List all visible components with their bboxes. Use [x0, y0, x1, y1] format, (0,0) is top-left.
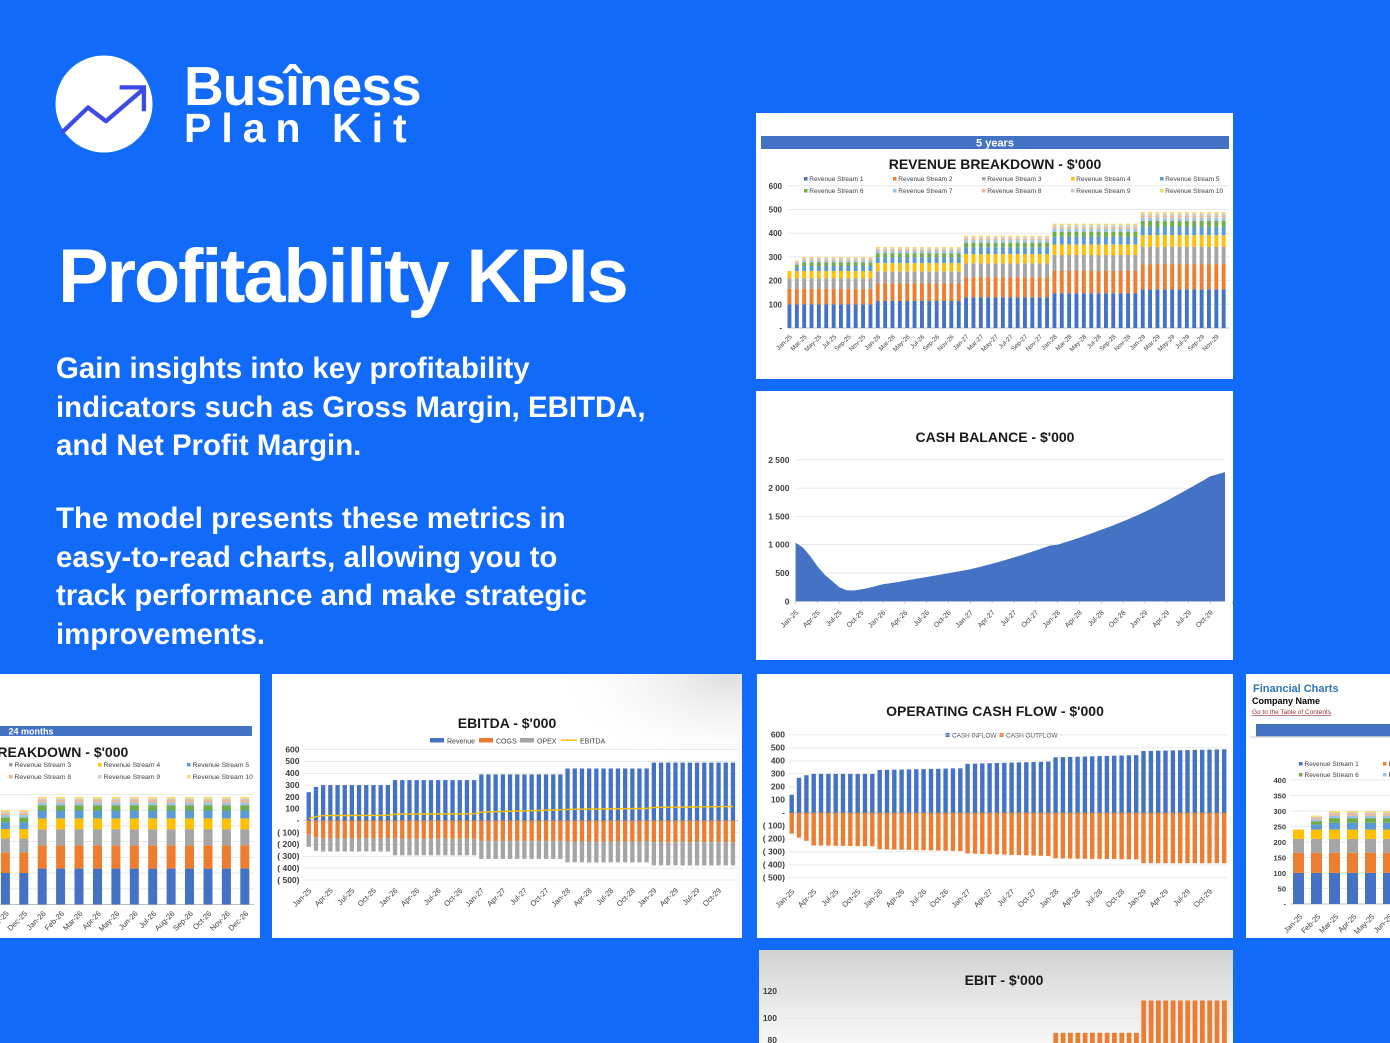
svg-text:50: 50	[1278, 884, 1286, 893]
svg-text:600: 600	[771, 730, 785, 740]
svg-text:100: 100	[285, 804, 299, 814]
svg-text:250: 250	[1273, 822, 1286, 831]
svg-text:( 100): ( 100)	[277, 827, 299, 837]
svg-text:Revenue Stream 1: Revenue Stream 1	[1305, 761, 1360, 768]
svg-text:Revenue Stream 4: Revenue Stream 4	[104, 762, 161, 769]
svg-text:300: 300	[285, 780, 299, 790]
svg-text:REVENUE BREAKDOWN - $'000: REVENUE BREAKDOWN - $'000	[0, 744, 129, 760]
svg-text:600: 600	[285, 744, 299, 754]
svg-text:R: R	[1389, 772, 1390, 779]
svg-text:R: R	[1389, 761, 1390, 768]
svg-text:Revenue Stream 9: Revenue Stream 9	[104, 774, 161, 781]
svg-text:EBITDA - $'000: EBITDA - $'000	[458, 715, 557, 731]
svg-text:300: 300	[1273, 807, 1286, 816]
svg-text:100: 100	[763, 1013, 777, 1023]
svg-text:Revenue Stream 4: Revenue Stream 4	[1076, 176, 1131, 183]
svg-text:Revenue Stream 2: Revenue Stream 2	[898, 176, 953, 183]
svg-text:CASH INFLOW: CASH INFLOW	[952, 733, 997, 740]
svg-text:600: 600	[769, 182, 783, 191]
svg-text:Revenue Stream 7: Revenue Stream 7	[898, 188, 953, 195]
svg-text:Revenue Stream 6: Revenue Stream 6	[1305, 772, 1360, 779]
svg-text:200: 200	[769, 277, 783, 286]
svg-text:300: 300	[769, 253, 783, 262]
svg-text:200: 200	[285, 792, 299, 802]
svg-text:-: -	[779, 324, 782, 333]
svg-text:200: 200	[1273, 838, 1286, 847]
svg-text:Go to the Table of Contents: Go to the Table of Contents	[1252, 709, 1332, 716]
svg-text:150: 150	[1273, 853, 1286, 862]
svg-text:0: 0	[785, 596, 790, 606]
svg-text:( 500): ( 500)	[277, 875, 299, 885]
svg-text:EBITDA: EBITDA	[580, 739, 606, 746]
svg-text:CASH OUTFLOW: CASH OUTFLOW	[1006, 733, 1058, 740]
svg-text:500: 500	[771, 743, 785, 753]
svg-text:2 000: 2 000	[768, 483, 790, 493]
svg-text:300: 300	[771, 769, 785, 779]
svg-text:Revenue Stream 8: Revenue Stream 8	[15, 774, 72, 781]
svg-text:200: 200	[771, 782, 785, 792]
svg-text:REVENUE BREAKDOWN - $'000: REVENUE BREAKDOWN - $'000	[889, 156, 1102, 172]
svg-text:500: 500	[775, 568, 789, 578]
svg-text:Revenue Stream 3: Revenue Stream 3	[987, 176, 1042, 183]
svg-text:400: 400	[771, 756, 785, 766]
svg-text:Revenue Stream 10: Revenue Stream 10	[193, 774, 254, 781]
svg-text:Revenue Stream 1: Revenue Stream 1	[809, 176, 864, 183]
svg-text:-: -	[297, 815, 300, 825]
svg-text:Company Name: Company Name	[1252, 696, 1320, 706]
svg-text:( 300): ( 300)	[763, 847, 785, 857]
svg-text:400: 400	[1273, 776, 1286, 785]
svg-text:120: 120	[763, 986, 777, 996]
svg-text:( 400): ( 400)	[277, 863, 299, 873]
svg-text:EBIT - $'000: EBIT - $'000	[965, 972, 1044, 988]
svg-text:Revenue Stream 3: Revenue Stream 3	[15, 762, 72, 769]
svg-text:COGS: COGS	[496, 739, 517, 746]
svg-text:( 400): ( 400)	[763, 860, 785, 870]
svg-text:Revenue Stream 10: Revenue Stream 10	[1165, 188, 1223, 195]
svg-text:OPEX: OPEX	[537, 739, 557, 746]
svg-text:400: 400	[285, 768, 299, 778]
svg-text:( 200): ( 200)	[763, 834, 785, 844]
svg-text:( 200): ( 200)	[277, 839, 299, 849]
svg-text:( 300): ( 300)	[277, 851, 299, 861]
svg-text:350: 350	[1273, 791, 1286, 800]
svg-text:-: -	[1284, 900, 1287, 909]
svg-text:500: 500	[285, 756, 299, 766]
svg-text:500: 500	[769, 206, 783, 215]
svg-text:Financial Charts: Financial Charts	[1253, 683, 1339, 695]
svg-text:Revenue Stream 6: Revenue Stream 6	[809, 188, 864, 195]
svg-text:2 500: 2 500	[768, 455, 790, 465]
svg-text:Revenue Stream 5: Revenue Stream 5	[1165, 176, 1220, 183]
svg-text:Revenue Stream 8: Revenue Stream 8	[987, 188, 1042, 195]
svg-text:Revenue Stream 5: Revenue Stream 5	[193, 762, 250, 769]
svg-text:Revenue Stream 9: Revenue Stream 9	[1076, 188, 1131, 195]
svg-text:100: 100	[769, 300, 783, 309]
svg-text:100: 100	[1273, 869, 1286, 878]
svg-text:( 500): ( 500)	[763, 873, 785, 883]
svg-text:5 years: 5 years	[976, 138, 1014, 150]
svg-text:Revenue: Revenue	[447, 739, 475, 746]
svg-text:100: 100	[771, 795, 785, 805]
svg-text:-: -	[782, 807, 785, 817]
svg-text:1 000: 1 000	[768, 540, 790, 550]
svg-text:80: 80	[768, 1035, 778, 1043]
svg-text:( 100): ( 100)	[763, 821, 785, 831]
svg-text:OPERATING CASH FLOW - $'000: OPERATING CASH FLOW - $'000	[886, 703, 1104, 719]
svg-text:400: 400	[769, 229, 783, 238]
svg-text:1 500: 1 500	[768, 511, 790, 521]
svg-text:CASH BALANCE - $'000: CASH BALANCE - $'000	[916, 429, 1075, 445]
svg-text:24 months: 24 months	[8, 727, 53, 737]
